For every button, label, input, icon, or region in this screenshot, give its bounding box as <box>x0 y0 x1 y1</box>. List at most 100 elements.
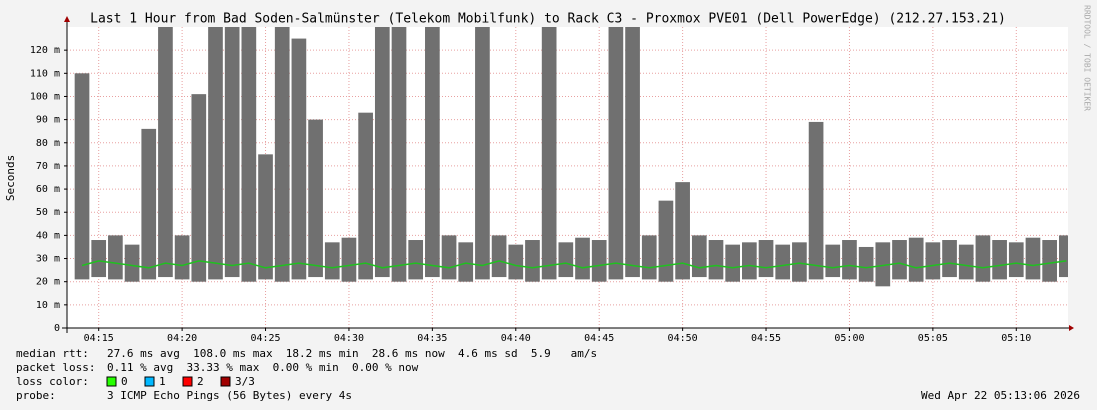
smoke <box>725 244 741 282</box>
smoke <box>958 244 974 280</box>
smoke <box>408 240 424 280</box>
smoke <box>658 200 674 282</box>
smoke <box>158 27 173 278</box>
smoke <box>74 73 90 280</box>
smoke <box>758 240 774 278</box>
x-tick-label: 04:35 <box>417 333 447 344</box>
y-tick-label: 110 m <box>30 68 60 79</box>
y-tick-label: 20 m <box>36 277 60 288</box>
smoke <box>1025 237 1041 280</box>
y-tick-label: 70 m <box>36 161 60 172</box>
smoke <box>1042 240 1057 282</box>
smoke <box>858 246 874 282</box>
smoke <box>925 242 941 280</box>
x-tick-label: 04:40 <box>501 333 531 344</box>
smoke <box>992 240 1007 280</box>
smoke <box>641 235 657 280</box>
loss-color-label: 1 <box>159 375 166 388</box>
x-tick-label: 04:30 <box>334 333 364 344</box>
smoke <box>491 235 507 278</box>
loss-color-label: 3/3 <box>235 375 255 388</box>
y-tick-label: 10 m <box>36 300 60 311</box>
smoke <box>1008 242 1024 278</box>
y-tick-label: 120 m <box>30 45 60 56</box>
smoke <box>224 27 240 278</box>
loss-color-label: 0 <box>121 375 128 388</box>
smoke <box>208 27 223 280</box>
y-tick-label: 80 m <box>36 138 60 149</box>
median-line <box>81 260 1067 269</box>
smoke <box>975 235 991 282</box>
smoke <box>742 242 757 280</box>
smoke <box>291 38 307 280</box>
y-tick-label: 100 m <box>30 91 60 102</box>
y-axis-arrow <box>64 16 70 22</box>
smoke <box>541 27 557 280</box>
smoke <box>842 240 857 280</box>
stat-text: 27.6 ms avg 108.0 ms max 18.2 ms min 28.… <box>107 347 597 360</box>
x-tick-label: 04:50 <box>668 333 698 344</box>
smoke <box>775 244 791 280</box>
x-tick-label: 04:25 <box>250 333 280 344</box>
smoke <box>258 154 273 280</box>
x-axis-arrow <box>1069 325 1074 331</box>
smoke <box>108 235 123 280</box>
smoke <box>525 240 540 282</box>
x-tick-label: 04:15 <box>84 333 114 344</box>
smoke <box>358 112 373 280</box>
smoke <box>875 242 891 287</box>
smoke <box>508 244 524 280</box>
x-tick-label: 05:10 <box>1001 333 1031 344</box>
timestamp: Wed Apr 22 05:13:06 2026 <box>921 389 1080 402</box>
smoke <box>908 237 924 282</box>
smoke <box>274 27 290 282</box>
smoke <box>441 235 457 280</box>
probe-text: 3 ICMP Echo Pings (56 Bytes) every 4s <box>107 389 352 402</box>
smoke <box>308 119 323 278</box>
loss-color-label: 2 <box>197 375 204 388</box>
smoke <box>691 235 707 278</box>
smoke <box>391 27 407 282</box>
smoke <box>191 94 207 282</box>
smoke <box>792 242 807 282</box>
y-axis-label: Seconds <box>4 155 17 201</box>
stat-label: median rtt: <box>16 347 89 360</box>
smoke <box>825 244 841 278</box>
smoke <box>458 242 474 282</box>
stat-label: packet loss: <box>16 361 95 374</box>
y-tick-label: 60 m <box>36 184 60 195</box>
x-tick-label: 05:00 <box>834 333 864 344</box>
x-tick-label: 05:05 <box>918 333 948 344</box>
loss-swatch <box>220 376 231 387</box>
smoke <box>425 27 440 278</box>
loss-swatch <box>106 376 117 387</box>
smoke <box>1058 235 1068 278</box>
y-tick-label: 0 <box>54 323 60 334</box>
side-note: RRDTOOL / TOBI OETIKER <box>1083 5 1092 111</box>
smoke <box>558 242 574 278</box>
loss-label: loss color: <box>16 375 89 388</box>
smoke <box>591 240 607 282</box>
loss-swatch <box>182 376 193 387</box>
x-tick-label: 04:20 <box>167 333 197 344</box>
smoke <box>608 27 624 280</box>
smoke <box>808 121 824 280</box>
smoke <box>91 240 107 278</box>
y-tick-label: 90 m <box>36 115 60 126</box>
smoke <box>708 240 724 280</box>
smoke <box>475 27 490 280</box>
loss-swatch <box>144 376 155 387</box>
y-tick-label: 50 m <box>36 207 60 218</box>
chart-title: Last 1 Hour from Bad Soden-Salmünster (T… <box>90 12 1006 27</box>
x-tick-label: 04:55 <box>751 333 781 344</box>
probe-label: probe: <box>16 389 56 402</box>
smoke <box>341 237 357 282</box>
smoke <box>141 128 157 280</box>
smoke <box>124 244 140 282</box>
smoke <box>241 27 257 282</box>
smoke <box>942 240 957 278</box>
smoke <box>575 237 590 280</box>
smoke <box>625 27 640 278</box>
y-tick-label: 40 m <box>36 230 60 241</box>
